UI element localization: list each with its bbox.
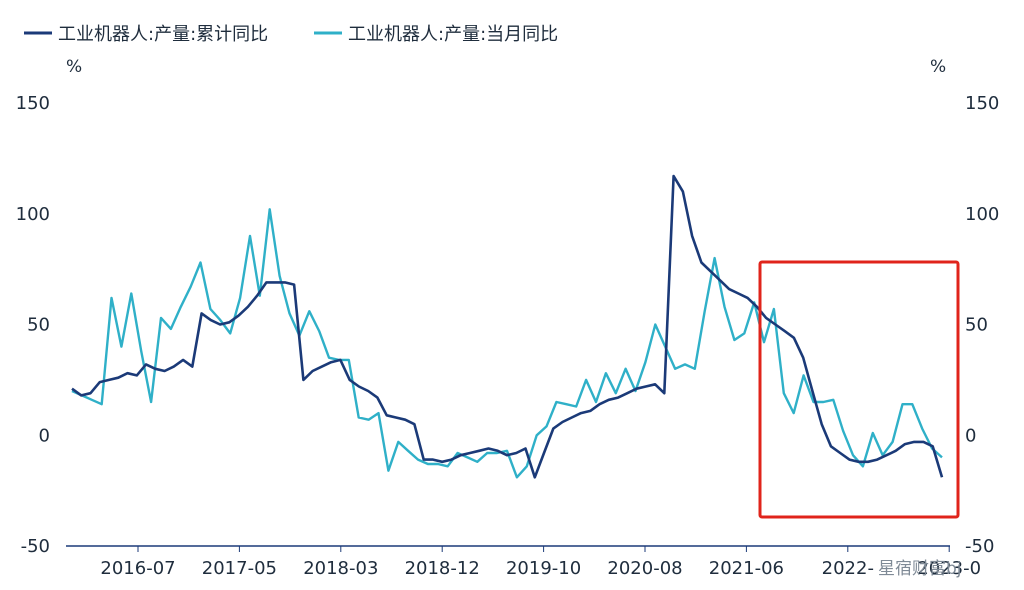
y-axis-left: 150 100 50 0 -50 [16, 93, 50, 557]
x-tick-label: 2021-06 [709, 558, 784, 579]
y-tick-right-label: -50 [965, 536, 994, 557]
x-tick-label: 2017-05 [202, 558, 277, 579]
legend-label-monthly: 工业机器人:产量:当月同比 [348, 24, 558, 45]
x-tick-label: 2020-08 [607, 558, 682, 579]
series-line-cumulative-yoy [71, 174, 944, 479]
highlight-box [758, 260, 960, 519]
x-tick-label: 2022- [822, 558, 874, 579]
y-tick-right-label: 0 [965, 425, 976, 446]
x-tick-label: 2016-07 [100, 558, 175, 579]
y-tick-left-label: 50 [27, 315, 50, 336]
x-axis: 2016-07 2017-05 2018-03 2018-12 2019-10 2020-… [100, 546, 981, 579]
x-tick-label: 2019-10 [506, 558, 581, 579]
legend-label-cumulative: 工业机器人:产量:累计同比 [58, 24, 268, 45]
legend: 工业机器人:产量:累计同比 工业机器人:产量:当月同比 [24, 24, 558, 45]
right-unit-label: % [930, 57, 946, 77]
watermark-text: 星宿财富bj [878, 559, 962, 579]
y-tick-right-label: 100 [965, 204, 999, 225]
y-tick-right-label: 50 [965, 315, 988, 336]
series-layer [71, 174, 944, 479]
y-tick-left-label: 0 [39, 425, 50, 446]
y-axis-right: 150 100 50 0 -50 [965, 93, 999, 557]
y-tick-right-label: 150 [965, 93, 999, 114]
left-unit-label: % [66, 57, 82, 77]
y-tick-left-label: 100 [16, 204, 50, 225]
x-tick-label: 2018-12 [405, 558, 480, 579]
y-tick-left-label: -50 [21, 536, 50, 557]
series-line-monthly-yoy [71, 208, 943, 479]
x-tick-label: 2018-03 [303, 558, 378, 579]
y-tick-left-label: 150 [16, 93, 50, 114]
x-tick-label: 2023-0 [917, 558, 981, 579]
